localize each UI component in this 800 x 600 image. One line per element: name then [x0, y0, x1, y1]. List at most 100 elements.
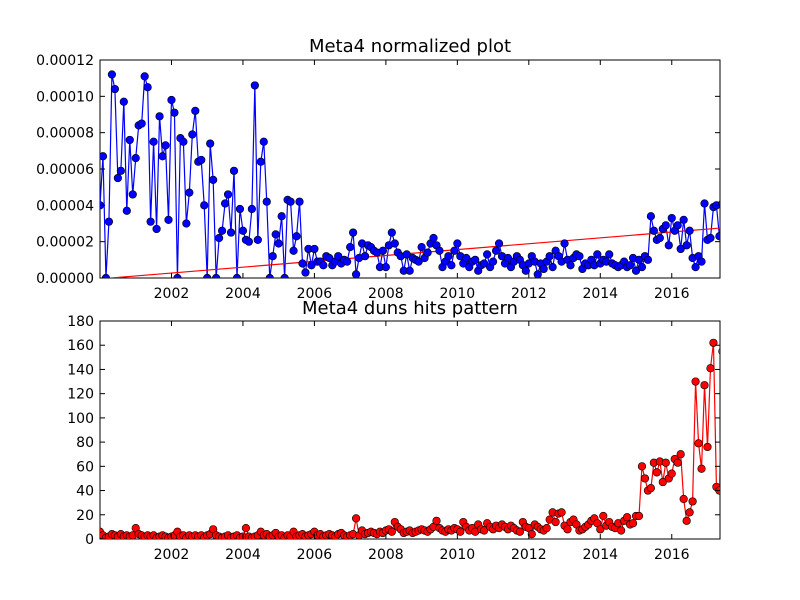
- normalized-plot-data-point: [728, 252, 736, 260]
- normalized-plot-data-point: [725, 247, 733, 255]
- normalized-plot-data-point: [539, 264, 548, 274]
- normalized-plot-data-point: [444, 252, 453, 261]
- duns-hits-x-tick-label: 2014: [582, 547, 618, 563]
- duns-hits-data-point: [682, 516, 691, 525]
- duns-hits-y-tick-label: 100: [67, 411, 94, 427]
- normalized-plot-data-point: [661, 221, 670, 230]
- normalized-plot-data-point: [143, 83, 152, 92]
- normalized-plot-data-point: [289, 246, 298, 255]
- normalized-plot-data-point: [742, 247, 750, 255]
- normalized-plot-data-point: [206, 139, 215, 148]
- normalized-plot-data-point: [390, 239, 399, 248]
- normalized-plot-data-point: [223, 190, 233, 199]
- normalized-plot-data-point: [378, 246, 388, 255]
- normalized-plot-data-point: [310, 244, 319, 254]
- normalized-plot-data-point: [631, 266, 641, 275]
- normalized-plot-data-point: [754, 269, 762, 277]
- normalized-plot-data-point: [155, 112, 164, 121]
- normalized-plot-data-point: [637, 263, 647, 272]
- normalized-plot-data-point: [182, 219, 191, 228]
- duns-hits-x-tick-label: 2004: [225, 547, 261, 563]
- normalized-plot-data-point: [179, 137, 188, 146]
- normalized-plot-data-point: [203, 273, 212, 278]
- normalized-plot-data-point: [149, 137, 158, 146]
- normalized-plot-data-point: [146, 217, 155, 226]
- normalized-plot-data-point: [307, 261, 316, 270]
- normalized-plot-data-point: [634, 255, 644, 264]
- normalized-plot-data-point: [352, 270, 361, 278]
- normalized-plot-data-point: [682, 241, 691, 250]
- normalized-plot-data-point: [655, 233, 664, 243]
- duns-hits-y-tick-label: 180: [67, 314, 94, 330]
- normalized-plot-data-point: [533, 270, 542, 278]
- duns-hits-data-point: [622, 513, 632, 522]
- duns-hits-data-point: [456, 527, 465, 536]
- normalized-plot-data-point: [268, 252, 277, 261]
- normalized-plot-data-point: [100, 152, 108, 161]
- duns-hits-data-point: [742, 529, 750, 537]
- duns-hits-x-axis: 2002 2004 2006 2008 2010 2012 2014 2016: [154, 321, 690, 563]
- normalized-plot-data-point: [107, 70, 117, 79]
- duns-hits-data-point: [527, 530, 536, 539]
- normalized-plot-data-point: [673, 221, 682, 230]
- normalized-plot-data-point: [167, 95, 176, 105]
- normalized-plot-data-point: [751, 269, 759, 277]
- duns-hits-data-point: [700, 381, 709, 390]
- duns-hits-data-point: [673, 458, 682, 467]
- normalized-plot-data-point: [298, 259, 307, 268]
- duns-hits-y-tick-label: 160: [67, 338, 94, 354]
- normalized-plot-x-tick-label: 2014: [582, 286, 618, 302]
- duns-hits-data-point: [352, 514, 361, 523]
- normalized-plot-data-point: [292, 232, 301, 241]
- normalized-plot-data-point: [325, 253, 334, 263]
- duns-hits-y-tick-label: 40: [76, 484, 94, 500]
- duns-hits-data-point: [703, 442, 712, 452]
- duns-hits-x-tick-label: 2006: [297, 547, 333, 563]
- normalized-plot-data-point: [140, 72, 149, 81]
- normalized-plot-y-tick-label: 0.00000: [36, 271, 94, 287]
- duns-hits-title: Meta4 duns hits pattern: [302, 298, 518, 319]
- normalized-plot-data-point: [173, 273, 182, 278]
- normalized-plot-data-point: [158, 152, 167, 161]
- duns-hits-data-point: [637, 462, 647, 471]
- normalized-plot-data-point: [191, 106, 200, 115]
- normalized-plot-data-point: [414, 257, 423, 266]
- normalized-plot-data-point: [691, 263, 700, 272]
- normalized-plot-data-point: [253, 235, 262, 244]
- normalized-plot-data-point: [676, 244, 685, 254]
- normalized-plot-data-point: [244, 237, 253, 246]
- duns-hits-data-point: [697, 464, 706, 473]
- normalized-plot-data-point: [387, 228, 396, 237]
- normalized-plot-data-point: [137, 119, 146, 128]
- duns-hits-y-tick-label: 140: [67, 362, 94, 378]
- normalized-plot-data-point: [480, 259, 489, 268]
- normalized-plot-title: Meta4 normalized plot: [309, 36, 511, 57]
- normalized-plot-y-tick-label: 0.00008: [36, 126, 94, 142]
- normalized-plot-data-point: [429, 233, 438, 243]
- duns-hits-x-tick-label: 2010: [440, 547, 476, 563]
- normalized-plot-x-tick-label: 2008: [368, 286, 404, 302]
- duns-hits-data-point: [733, 449, 741, 457]
- normalized-plot-data-point: [503, 253, 513, 263]
- normalized-plot-data-point: [131, 154, 140, 163]
- normalized-plot-data-point: [548, 263, 557, 272]
- normalized-plot-data-point: [700, 199, 709, 208]
- duns-hits-data-point: [387, 527, 396, 536]
- normalized-plot-data-point: [200, 201, 209, 210]
- normalized-plot-data-point: [405, 266, 414, 275]
- normalized-plot-data-point: [381, 263, 390, 272]
- normalized-plot-data-point: [450, 246, 459, 255]
- duns-hits-data-point: [694, 439, 703, 448]
- normalized-plot-data-point: [605, 250, 614, 259]
- duns-hits-data-point: [640, 474, 650, 483]
- normalized-plot-data-point: [679, 215, 688, 224]
- normalized-plot-y-tick-label: 0.00010: [36, 89, 94, 105]
- normalized-plot-data-point: [462, 253, 471, 263]
- duns-hits-x-tick-label: 2016: [654, 547, 690, 563]
- duns-hits-data-point: [652, 468, 661, 477]
- normalized-plot-x-tick-label: 2012: [511, 286, 547, 302]
- normalized-plot-data-point: [667, 213, 676, 223]
- normalized-plot-data-point: [748, 254, 756, 262]
- normalized-plot-data-point: [271, 230, 280, 239]
